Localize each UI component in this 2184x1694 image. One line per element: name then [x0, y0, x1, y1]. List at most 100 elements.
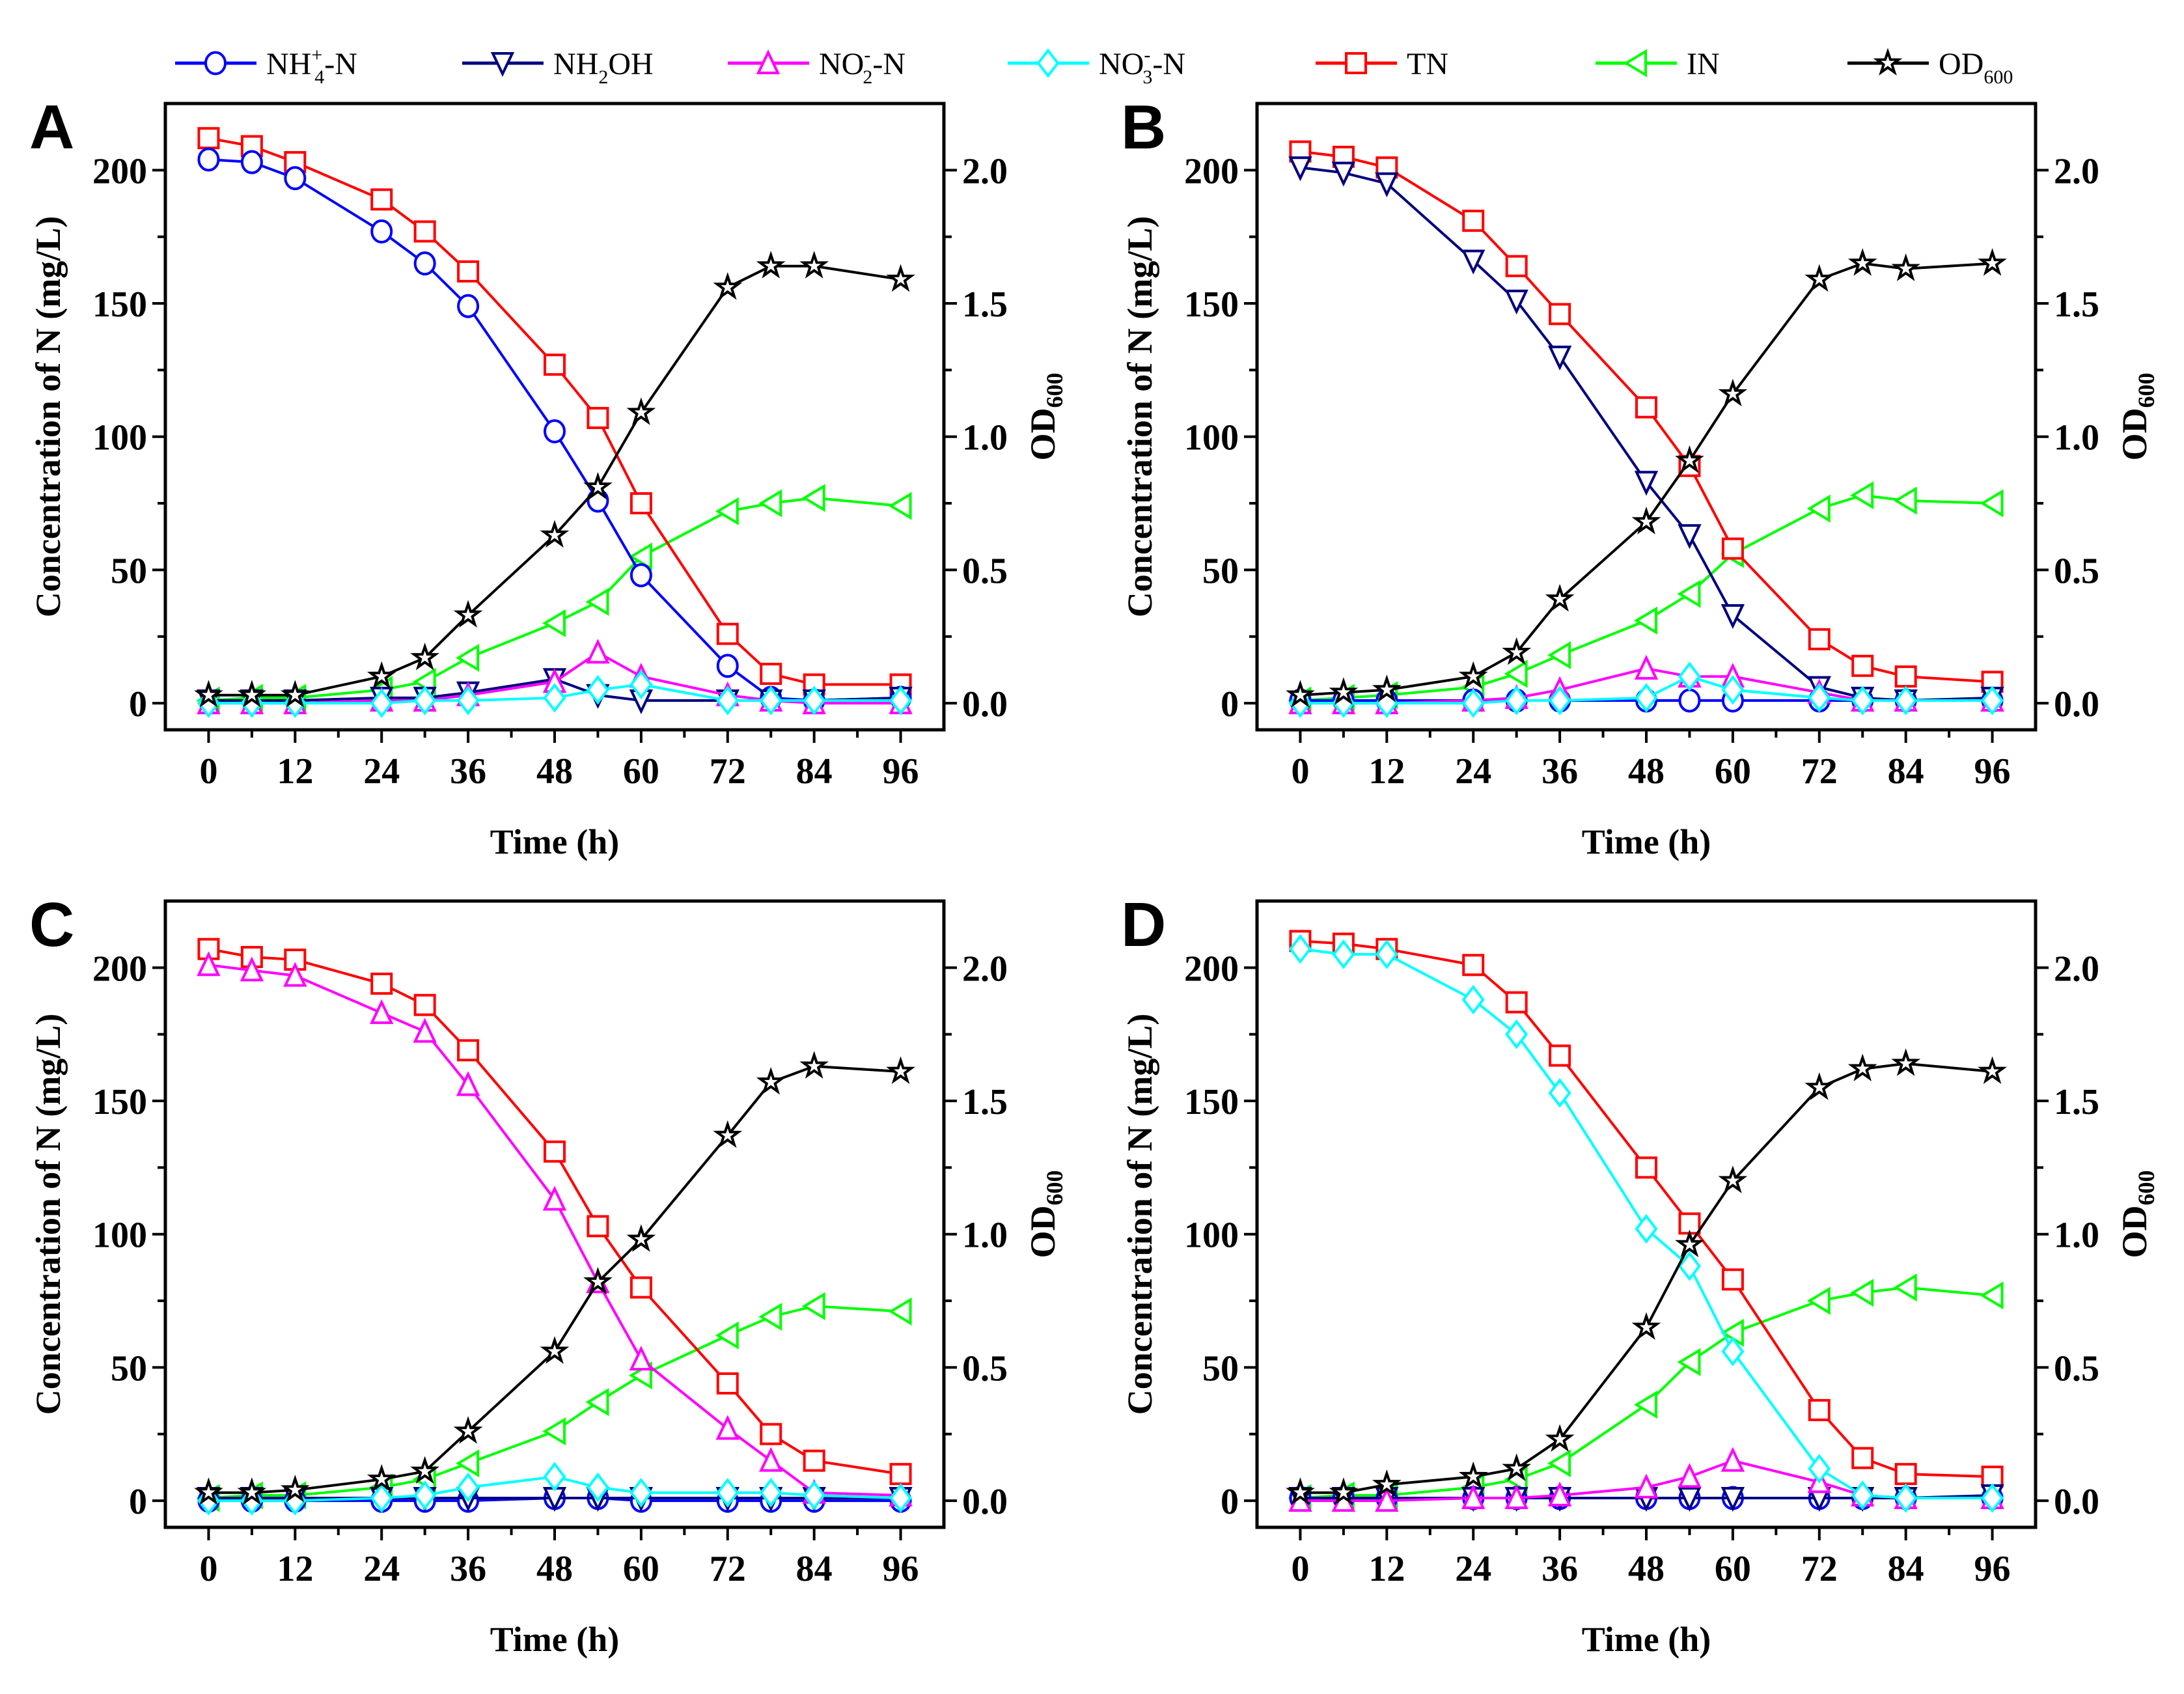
data-point — [1804, 1072, 1834, 1100]
data-point — [1894, 1463, 1917, 1486]
data-point — [1545, 583, 1575, 612]
data-point — [1981, 1483, 2004, 1513]
y2-tick-label: 1.5 — [962, 1082, 1008, 1122]
y2-tick-label: 0.0 — [962, 684, 1008, 725]
data-point — [240, 150, 263, 174]
data-point — [544, 354, 566, 376]
data-point — [1329, 1477, 1359, 1505]
y-tick-label: 100 — [92, 418, 147, 458]
y-tick-label: 50 — [111, 1348, 147, 1389]
data-point — [1548, 1077, 1571, 1108]
data-point — [803, 686, 826, 715]
data-point — [1851, 1480, 1874, 1510]
data-point — [1850, 481, 1874, 510]
data-point — [889, 1483, 913, 1513]
y2-tick-label: 1.0 — [2054, 418, 2099, 458]
data-point — [888, 1297, 912, 1326]
data-point — [1721, 1486, 1745, 1512]
data-point — [716, 1372, 739, 1395]
legend-label-sub: 2 — [598, 66, 608, 88]
data-point — [1458, 661, 1488, 689]
x-tick-label: 36 — [1541, 1549, 1578, 1589]
data-point — [1980, 489, 2004, 518]
data-point — [1634, 606, 1657, 635]
data-point — [801, 1292, 825, 1320]
data-point — [756, 1066, 786, 1095]
panel-letter: A — [29, 92, 74, 162]
x-tick-label: 60 — [1715, 1549, 1751, 1589]
data-point — [370, 1483, 393, 1513]
data-point — [629, 1276, 652, 1299]
data-point — [456, 1071, 480, 1096]
legend-label-rest: -N — [872, 47, 905, 81]
panel-c: C 0 12 24 36 48 60 72 84 96 0 50 100 150 200 0.0 0.5 1.0 1… — [29, 890, 1068, 1659]
data-point — [889, 1463, 912, 1486]
data-point — [1677, 579, 1701, 608]
data-point — [197, 127, 220, 150]
data-point — [1678, 1463, 1702, 1488]
data-point — [542, 609, 566, 637]
data-point — [370, 188, 393, 211]
data-point — [366, 1464, 396, 1492]
data-point — [888, 492, 912, 520]
series-od — [1286, 248, 2007, 708]
data-point — [629, 1345, 654, 1371]
data-point — [540, 520, 570, 548]
data-point — [413, 993, 436, 1016]
x-axis-title: Time (h) — [490, 1620, 620, 1659]
data-point — [453, 1416, 483, 1444]
x-tick-label: 48 — [1628, 751, 1665, 792]
x-axis-title: Time (h) — [1582, 822, 1711, 861]
legend-label-rest: -N — [1152, 47, 1185, 81]
x-tick-label: 24 — [363, 1549, 400, 1589]
data-point — [1547, 1481, 1572, 1507]
x-axis-title: Time (h) — [490, 822, 620, 861]
data-point — [1851, 654, 1874, 677]
y2-tick-label: 2.0 — [962, 949, 1008, 989]
data-point — [543, 1462, 566, 1492]
data-point — [1634, 1473, 1659, 1499]
y2-tick-label: 0.5 — [962, 1348, 1008, 1389]
y-tick-label: 200 — [1184, 949, 1239, 989]
legend-item-no3: NO-3-N — [1008, 44, 1185, 88]
data-point — [713, 1120, 743, 1148]
data-point — [194, 680, 223, 708]
data-point — [585, 1388, 609, 1417]
x-tick-label: 84 — [1888, 751, 1924, 792]
y2-tick-label: 1.0 — [962, 1215, 1008, 1256]
legend-label: NH2OH — [553, 47, 654, 88]
x-tick-label: 84 — [796, 1549, 833, 1589]
data-point — [1547, 1449, 1571, 1478]
data-point — [629, 1478, 653, 1508]
data-point — [1547, 641, 1571, 669]
data-point — [1894, 1483, 1918, 1513]
data-point — [1288, 156, 1312, 182]
data-point — [759, 1478, 782, 1508]
legend-item-no2: NO-2-N — [728, 44, 905, 88]
diamond-marker-icon — [1036, 48, 1060, 78]
data-point — [760, 1423, 782, 1445]
y2-axis-title-sub: 600 — [1042, 373, 1068, 408]
data-point — [715, 1415, 740, 1440]
data-point — [715, 497, 739, 525]
y2-tick-label: 0.0 — [2054, 684, 2099, 725]
series-nh2oh — [1288, 156, 2004, 715]
data-point — [1806, 1286, 1831, 1315]
data-point — [1808, 1454, 1831, 1484]
legend-label-rest: -N — [324, 47, 357, 81]
y2-axis-title-base: OD — [1023, 1206, 1062, 1258]
legend-label-base: NO — [1099, 47, 1144, 81]
data-point — [801, 484, 825, 512]
data-point — [1634, 1391, 1657, 1419]
legend: NH+ 4-N NH2OH NO-2-N NO-3-N TN IN OD600 — [175, 44, 2013, 88]
data-point — [366, 661, 396, 689]
data-point — [1894, 686, 1918, 715]
data-point — [1678, 1486, 1702, 1512]
x-tick-label: 0 — [1291, 1549, 1309, 1589]
legend-item-tn: TN — [1316, 47, 1448, 81]
data-point — [1635, 396, 1657, 419]
data-point — [413, 251, 436, 276]
data-point — [1288, 934, 1312, 964]
series-line — [1300, 1062, 1993, 1494]
x-tick-label: 24 — [1455, 751, 1491, 792]
